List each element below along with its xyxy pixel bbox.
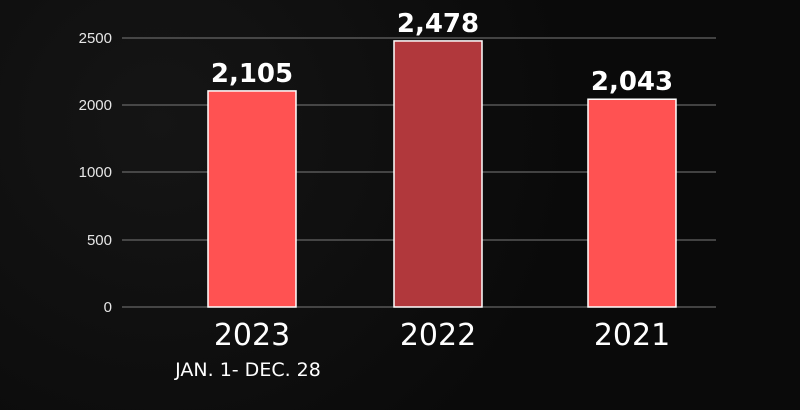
y-tick-label: 500 [87,232,112,249]
category-note: JAN. 1- DEC. 28 [174,359,321,381]
value-label-2021: 2,043 [591,67,673,97]
bar-2022 [393,40,483,308]
category-label-2021: 2021 [594,318,670,353]
y-tick-label: 1000 [79,164,112,181]
value-label-2022: 2,478 [397,9,479,39]
category-label-2022: 2022 [400,318,476,353]
category-label-2023: 2023 [214,318,290,353]
bar-2021 [587,98,677,308]
bars [207,40,677,308]
y-tick-label: 0 [104,299,112,316]
category-labels: 2023 2022 2021 [214,318,670,353]
value-labels: 2,105 2,478 2,043 [211,9,673,97]
y-tick-label: 2500 [79,30,112,47]
y-tick-label: 2000 [79,97,112,114]
value-label-2023: 2,105 [211,59,293,89]
y-axis-ticks: 0 500 1000 2000 2500 [79,30,112,316]
bar-2023 [207,90,297,308]
